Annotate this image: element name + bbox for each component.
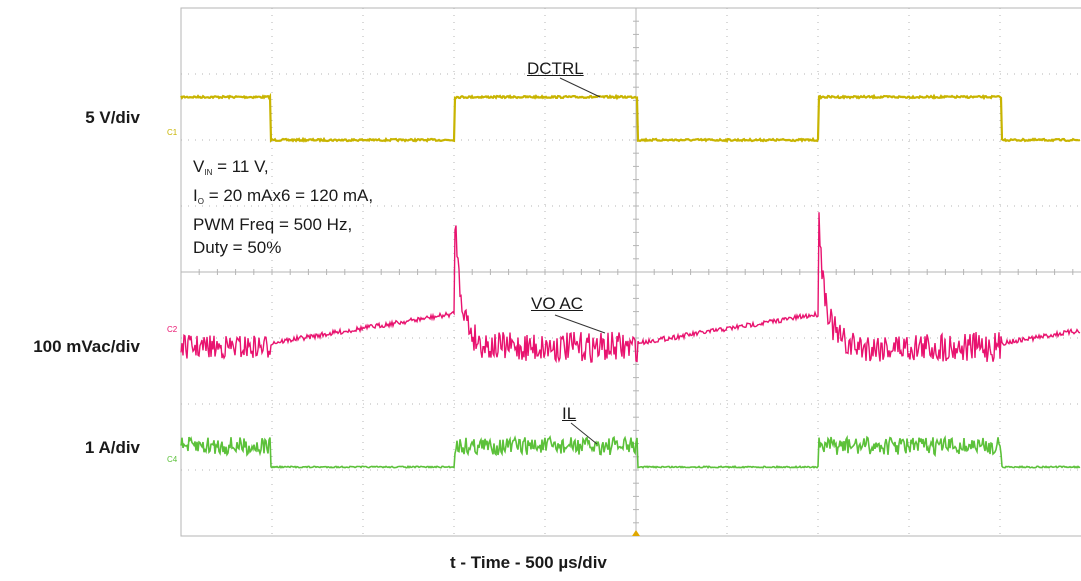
io-condition: IO = 20 mAx6 = 120 mA, [193, 186, 374, 206]
ch1-scale-label: 5 V/div [85, 108, 140, 127]
pwm-condition: PWM Freq = 500 Hz, [193, 215, 353, 234]
ch4-scale-label: 1 A/div [84, 438, 140, 457]
x-axis-label: t - Time - 500 µs/div [450, 553, 607, 572]
channel-tags: C1 C2 C4 [167, 128, 178, 464]
trace-il [180, 434, 1081, 470]
label-leaders [554, 77, 606, 445]
ch4-tag: C4 [167, 455, 178, 464]
vin-condition: VIN = 11 V, [193, 157, 269, 177]
trigger-marker [632, 530, 640, 536]
traces [180, 92, 1081, 470]
ch1-tag: C1 [167, 128, 178, 137]
ch2-scale-label: 100 mVac/div [33, 337, 140, 356]
test-conditions: VIN = 11 V, IO = 20 mAx6 = 120 mA, PWM F… [193, 155, 373, 259]
graticule [180, 7, 1081, 537]
voac-label: VO AC [531, 294, 583, 313]
ch2-tag: C2 [167, 325, 178, 334]
dctrl-label: DCTRL [527, 59, 584, 78]
dctrl-leader [559, 77, 601, 98]
il-label: IL [562, 404, 577, 423]
trace-dctrl [180, 92, 1081, 144]
il-leader [570, 422, 598, 445]
trace-vo-ac [180, 212, 1081, 364]
duty-condition: Duty = 50% [193, 238, 282, 257]
voac-leader [554, 314, 606, 334]
